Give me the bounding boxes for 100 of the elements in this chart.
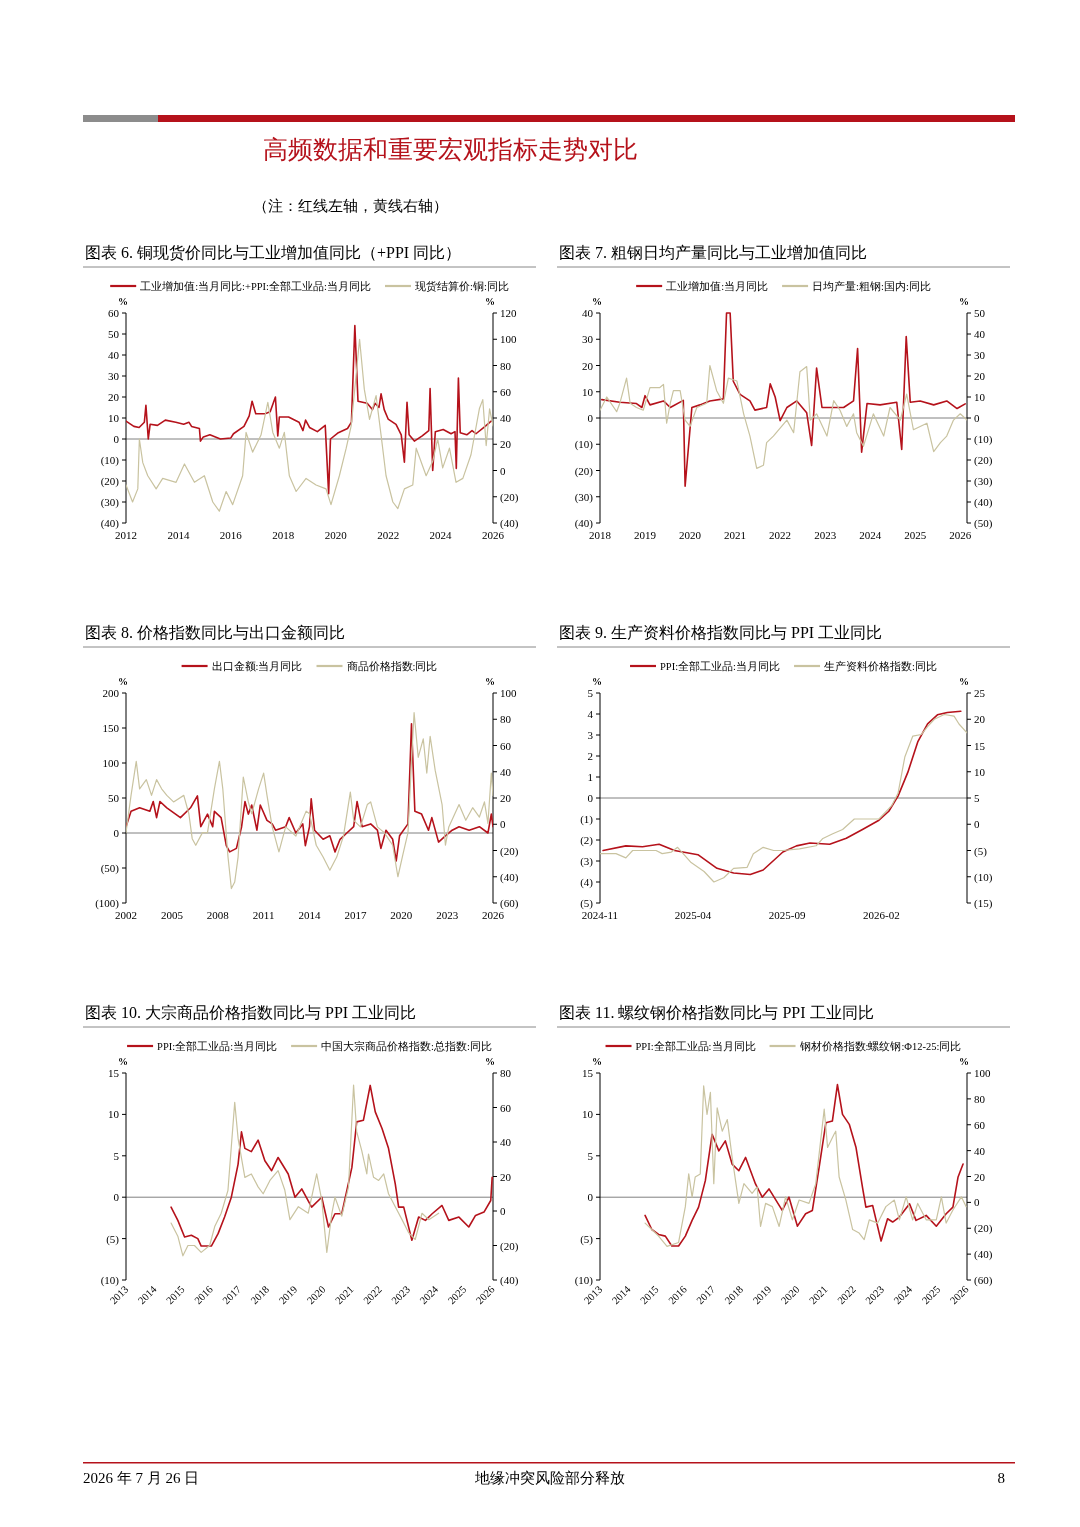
y-axis-title: % [118, 1056, 128, 1067]
y2-axis-title: % [485, 296, 495, 307]
y2-tick-label: 0 [974, 818, 980, 831]
x-tick-label: 2026 [949, 529, 972, 541]
y-tick-label: (10) [574, 438, 594, 452]
y2-tick-label: 20 [500, 792, 512, 804]
y2-axis-title: % [959, 1056, 969, 1067]
legend-label: 中国大宗商品价格指数:总指数:同比 [321, 1040, 492, 1052]
x-tick-label: 2014 [298, 909, 321, 921]
y2-tick-label: 100 [500, 333, 517, 346]
x-tick-label: 2022 [377, 529, 400, 541]
y2-tick-label: 20 [500, 438, 512, 451]
y2-tick-label: 0 [500, 818, 506, 831]
y-tick-label: (100) [95, 897, 120, 910]
y2-tick-label: 25 [974, 687, 986, 699]
y-tick-label: 0 [113, 433, 120, 445]
y2-axis-title: % [485, 676, 495, 687]
x-tick-label: 2020 [390, 909, 413, 921]
x-tick-label: 2011 [252, 909, 275, 921]
y-tick-label: 10 [582, 1108, 594, 1121]
y-tick-label: (40) [574, 517, 594, 530]
y-tick-label: 60 [108, 307, 120, 319]
x-tick-label: 2020 [679, 529, 702, 541]
x-tick-label: 2016 [219, 529, 243, 541]
legend-label: 生产资料价格指数:同比 [824, 660, 937, 672]
y2-tick-label: 100 [974, 1067, 991, 1079]
y2-tick-label: 100 [500, 687, 517, 699]
x-tick-label: 2020 [324, 529, 348, 541]
y2-tick-label: (20) [500, 844, 519, 858]
y2-tick-label: 40 [974, 1144, 986, 1157]
text: 2026 年 7 月 26 日 [83, 1470, 200, 1486]
y2-tick-label: (20) [974, 454, 993, 467]
y2-tick-label: (20) [500, 1239, 519, 1253]
y-tick-label: 2 [587, 750, 593, 762]
y-tick-label: 5 [587, 687, 594, 699]
y2-tick-label: 60 [500, 1101, 512, 1114]
y-tick-label: (10) [100, 454, 120, 467]
legend-label: 商品价格指数:同比 [346, 660, 438, 672]
y-tick-label: 0 [587, 1191, 594, 1204]
y-tick-label: 10 [108, 412, 120, 424]
y2-tick-label: (40) [500, 517, 519, 530]
y2-tick-label: 10 [974, 765, 986, 778]
y2-tick-label: 20 [974, 713, 986, 726]
chart-title: 图表 11. 螺纹钢价格指数同比与 PPI 工业同比 [559, 1004, 874, 1021]
x-tick-label: 2024 [429, 529, 453, 541]
y-tick-label: 1 [587, 771, 593, 783]
y-tick-label: (2) [580, 834, 594, 847]
y2-tick-label: 40 [500, 1136, 512, 1148]
y-tick-label: (4) [580, 876, 594, 889]
legend-label: 工业增加值:当月同比 [666, 280, 769, 292]
y2-tick-label: 60 [500, 385, 512, 398]
y-tick-label: 10 [108, 1108, 120, 1121]
y-tick-label: 0 [587, 412, 594, 424]
text: 8 [997, 1470, 1005, 1486]
y2-tick-label: (20) [974, 1222, 993, 1236]
y-tick-label: 20 [582, 359, 594, 372]
x-tick-label: 2024-11 [581, 909, 619, 921]
y-tick-label: (20) [574, 464, 594, 478]
y-tick-label: 0 [113, 1191, 120, 1204]
y2-tick-label: 60 [974, 1118, 986, 1131]
y-tick-label: 50 [108, 792, 120, 804]
y-tick-label: (5) [580, 897, 594, 910]
text: （注：红线左轴，黄线右轴） [252, 198, 448, 214]
y2-tick-label: (50) [974, 517, 993, 530]
x-tick-label: 2024 [859, 529, 882, 541]
y-tick-label: 0 [113, 827, 120, 839]
x-tick-label: 2005 [160, 909, 184, 921]
y-tick-label: (20) [100, 475, 120, 488]
y2-tick-label: (30) [974, 475, 993, 488]
x-tick-label: 2025-09 [768, 909, 807, 921]
y-tick-label: (5) [106, 1232, 120, 1246]
y-axis-title: % [592, 296, 602, 307]
y2-tick-label: (15) [974, 897, 993, 910]
chart-title: 图表 10. 大宗商品价格指数同比与 PPI 工业同比 [85, 1004, 417, 1021]
x-tick-label: 2023 [814, 529, 837, 541]
legend-label: 工业增加值:当月同比:+PPI:全部工业品:当月同比 [140, 280, 371, 292]
chart-title: 图表 9. 生产资料价格指数同比与 PPI 工业同比 [559, 624, 883, 641]
y2-tick-label: 40 [500, 765, 512, 778]
y2-tick-label: 80 [974, 1092, 986, 1105]
y2-tick-label: 60 [500, 739, 512, 752]
y-tick-label: (40) [100, 517, 120, 530]
line-series [170, 1084, 440, 1257]
y2-tick-label: (40) [974, 496, 993, 509]
y2-tick-label: 120 [500, 307, 517, 319]
y-axis-title: % [118, 296, 128, 307]
x-tick-label: 2026 [482, 529, 505, 541]
y-tick-label: 30 [582, 333, 594, 346]
y2-tick-label: (10) [974, 433, 993, 446]
line-series [600, 364, 967, 469]
y-tick-label: 4 [587, 708, 594, 720]
x-tick-label: 2018 [589, 529, 612, 541]
x-tick-label: 2026-02 [863, 909, 900, 921]
y-tick-label: 30 [108, 370, 120, 382]
line-series [126, 324, 492, 495]
legend-label: 现货结算价:铜:同比 [414, 280, 509, 292]
y2-tick-label: (60) [974, 1274, 993, 1287]
x-tick-label: 2025 [904, 529, 927, 541]
x-tick-label: 2023 [436, 909, 459, 921]
y-axis-title: % [118, 676, 128, 687]
y-axis-title: % [592, 676, 602, 687]
